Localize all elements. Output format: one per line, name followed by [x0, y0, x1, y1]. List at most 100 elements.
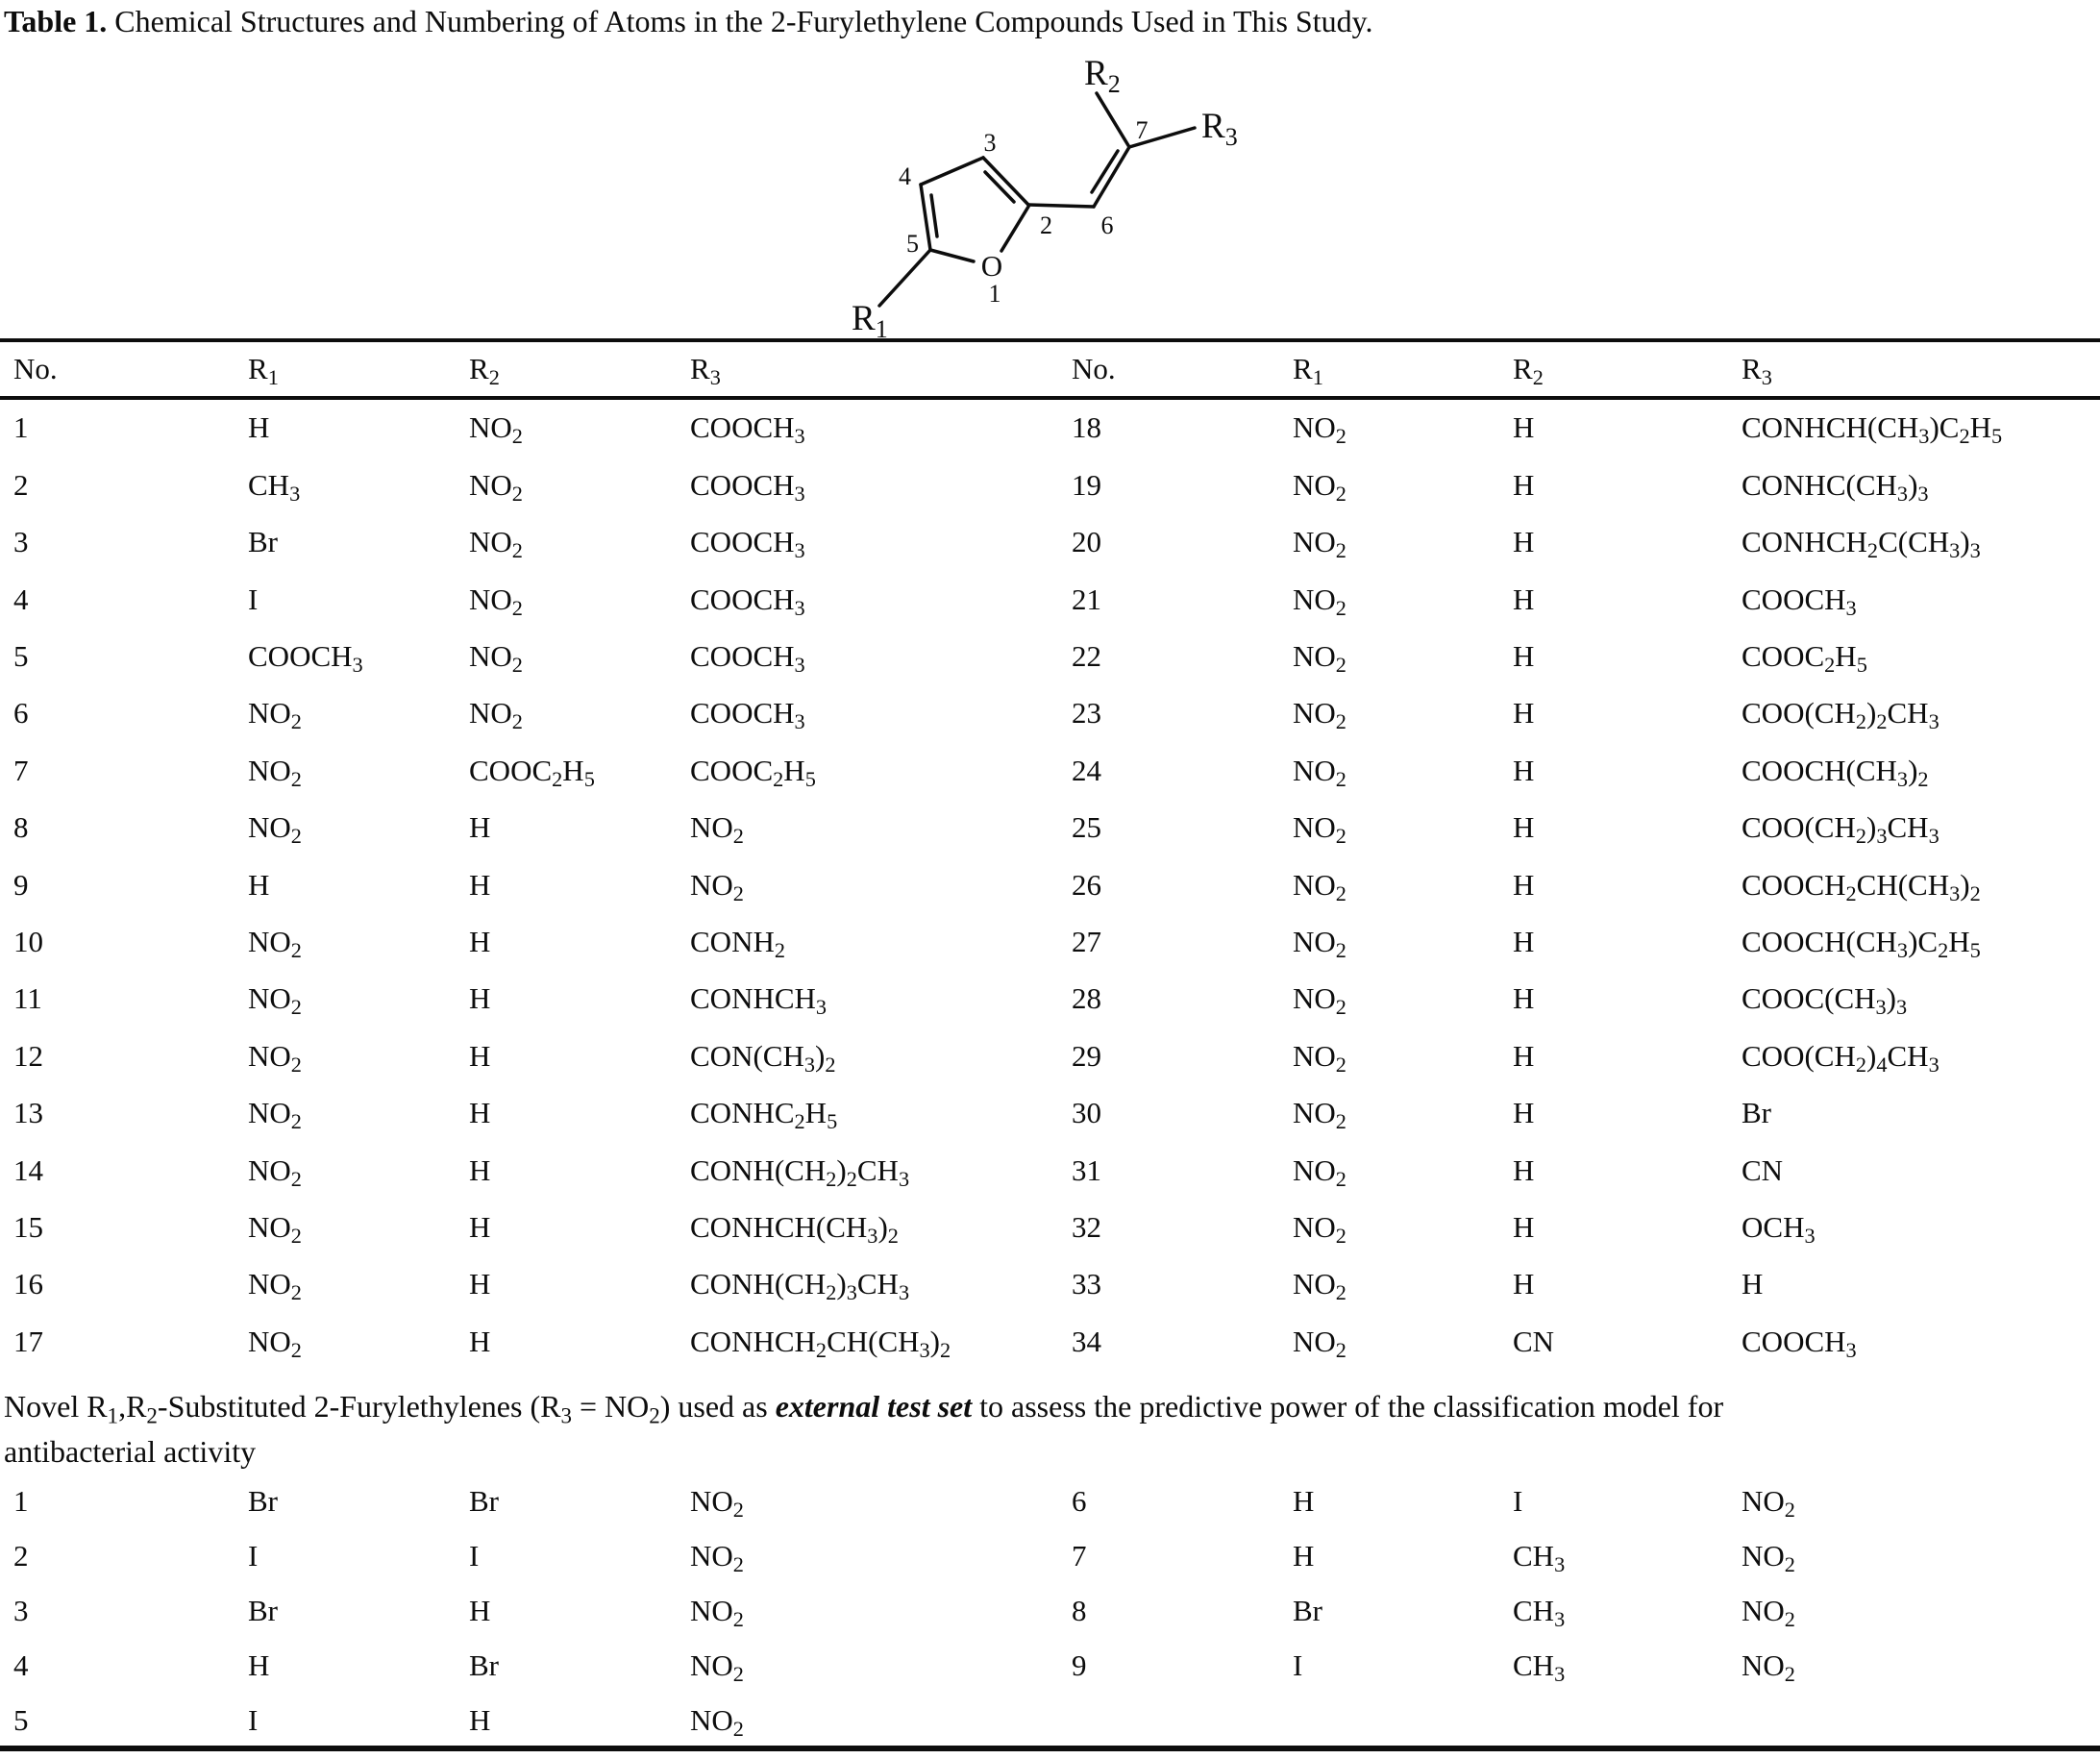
table-row: 17 NO2 H CONHCH2CH(CH3)2 34 NO2 CN COOCH3 — [13, 1313, 2100, 1370]
row-no: 12 — [13, 1038, 43, 1073]
table-caption-label: Table 1. — [4, 4, 108, 38]
table-row: 7 NO2 COOC2H5 COOC2H5 24 NO2 H COOCH(CH3)2 — [13, 742, 2100, 799]
r2-value: H — [469, 1152, 491, 1187]
row-no: 21 — [1072, 582, 1101, 616]
r1-value: NO2 — [248, 1038, 302, 1077]
r3-value: CONHCH(CH3)2 — [690, 1209, 899, 1249]
table-row: 9 H H NO2 26 NO2 H COOCH2CH(CH3)2 — [13, 856, 2100, 913]
r2-value: H — [1513, 467, 1535, 502]
r1-value: NO2 — [248, 1152, 302, 1191]
r3-value: NO2 — [690, 810, 744, 849]
row-no: 19 — [1072, 467, 1101, 502]
row-no: 7 — [13, 753, 29, 787]
col-header-no: No. — [13, 351, 58, 385]
atom-number-2: 2 — [1040, 211, 1052, 239]
r1-value: NO2 — [1293, 467, 1346, 507]
r1-value: NO2 — [1293, 696, 1346, 734]
r3-value: COOCH3 — [690, 467, 805, 507]
row-no: 24 — [1072, 753, 1101, 787]
atom-number-7: 7 — [1136, 116, 1149, 144]
external-test-set-table: 1 Br Br NO2 6 H I NO2 2 I I NO2 7 H CH3 NO2 3 Br H NO2 8 Br CH… — [0, 1474, 2100, 1748]
r3-value: CONHC2H5 — [690, 1096, 838, 1134]
r3-value: NO2 — [690, 1539, 744, 1577]
r1-value: Br — [248, 1594, 278, 1628]
r1-value: NO2 — [1293, 1096, 1346, 1134]
r2-value: H — [1513, 924, 1535, 958]
r2-value: H — [1513, 1267, 1535, 1301]
row-no: 2 — [13, 1539, 29, 1573]
r2-value: H — [469, 1324, 491, 1358]
r2-value: H — [1513, 867, 1535, 902]
r3-value: COOCH(CH3)2 — [1742, 753, 1929, 791]
col-header-r1: R1 — [248, 351, 279, 389]
r1-value: NO2 — [248, 1209, 302, 1249]
row-no: 23 — [1072, 696, 1101, 731]
r3-value: NO2 — [1742, 1539, 1795, 1577]
table-row: 16 NO2 H CONH(CH2)3CH3 33 NO2 H H — [13, 1256, 2100, 1313]
r2-value: H — [469, 810, 491, 845]
table-row: 13 NO2 H CONHC2H5 30 NO2 H Br — [13, 1085, 2100, 1142]
r1-value: NO2 — [248, 924, 302, 963]
r2-value: H — [1513, 582, 1535, 616]
atom-number-3: 3 — [984, 129, 997, 157]
r2-value: H — [469, 867, 491, 902]
r2-value: Br — [469, 1648, 499, 1683]
r2-value: CH3 — [1513, 1594, 1566, 1632]
r3-value: CONHC(CH3)3 — [1742, 467, 1929, 507]
row-no: 4 — [13, 1648, 29, 1683]
r2-value: H — [469, 1594, 491, 1628]
table-row: 5 I H NO2 — [13, 1694, 2100, 1748]
row-no: 22 — [1072, 638, 1101, 673]
r2-value: I — [469, 1539, 480, 1573]
r1-value: NO2 — [248, 696, 302, 734]
r2-value: H — [1513, 1038, 1535, 1073]
r3-value: NO2 — [1742, 1648, 1795, 1687]
row-no: 14 — [13, 1152, 43, 1187]
r1-value: CH3 — [248, 467, 301, 507]
r1-value: NO2 — [248, 810, 302, 849]
r3-value: CN — [1742, 1152, 1784, 1187]
row-no: 1 — [13, 1484, 29, 1519]
r3-value: COOCH3 — [690, 638, 805, 678]
row-no: 5 — [13, 1703, 29, 1738]
r1-value: NO2 — [248, 981, 302, 1020]
table-row: 1 Br Br NO2 6 H I NO2 — [13, 1474, 2100, 1529]
r1-value: H — [1293, 1539, 1315, 1573]
row-no: 7 — [1072, 1539, 1087, 1573]
r3-value: COOCH3 — [690, 410, 805, 449]
table-row: 2 CH3 NO2 COOCH3 19 NO2 H CONHC(CH3)3 — [13, 457, 2100, 513]
main-compound-table: 1 H NO2 COOCH3 18 NO2 H CONHCH(CH3)C2H5 2 CH3 NO2 C… — [0, 400, 2100, 1371]
row-no: 5 — [13, 638, 29, 673]
r1-value: COOCH3 — [248, 638, 363, 678]
r1-value: Br — [1293, 1594, 1322, 1628]
table-top-rule — [0, 338, 2100, 342]
r1-value: NO2 — [1293, 1267, 1346, 1305]
row-no: 20 — [1072, 525, 1101, 559]
r3-value: COOC2H5 — [690, 753, 816, 791]
oxygen-atom-label: O — [981, 249, 1002, 283]
r3-value: OCH3 — [1742, 1209, 1816, 1249]
col-header-r2: R2 — [1513, 351, 1544, 389]
r2-value: NO2 — [469, 696, 523, 734]
r2-value: Br — [469, 1484, 499, 1519]
r2-value: H — [469, 1209, 491, 1244]
table-row: 10 NO2 H CONH2 27 NO2 H COOCH(CH3)C2H5 — [13, 914, 2100, 971]
r3-value: COOCH3 — [690, 582, 805, 620]
row-no: 30 — [1072, 1096, 1101, 1130]
atom-number-5: 5 — [906, 230, 919, 258]
table-row: 3 Br NO2 COOCH3 20 NO2 H CONHCH2C(CH3)3 — [13, 514, 2100, 571]
r3-value: COOCH2CH(CH3)2 — [1742, 867, 1981, 905]
r3-value: COOCH3 — [690, 696, 805, 734]
substituent-label-r1: R1 — [852, 299, 888, 343]
row-no: 6 — [13, 696, 29, 731]
r3-value: NO2 — [690, 1594, 744, 1632]
r1-value: NO2 — [1293, 867, 1346, 905]
r2-value: H — [1513, 410, 1535, 445]
furan-ring-bonds — [919, 156, 1030, 263]
r2-value: H — [1513, 1096, 1535, 1130]
r3-value: COOCH(CH3)C2H5 — [1742, 924, 1981, 963]
row-no: 9 — [1072, 1648, 1087, 1683]
r1-value: NO2 — [1293, 1152, 1346, 1191]
r1-value: NO2 — [248, 1267, 302, 1305]
table-row: 14 NO2 H CONH(CH2)2CH3 31 NO2 H CN — [13, 1142, 2100, 1199]
